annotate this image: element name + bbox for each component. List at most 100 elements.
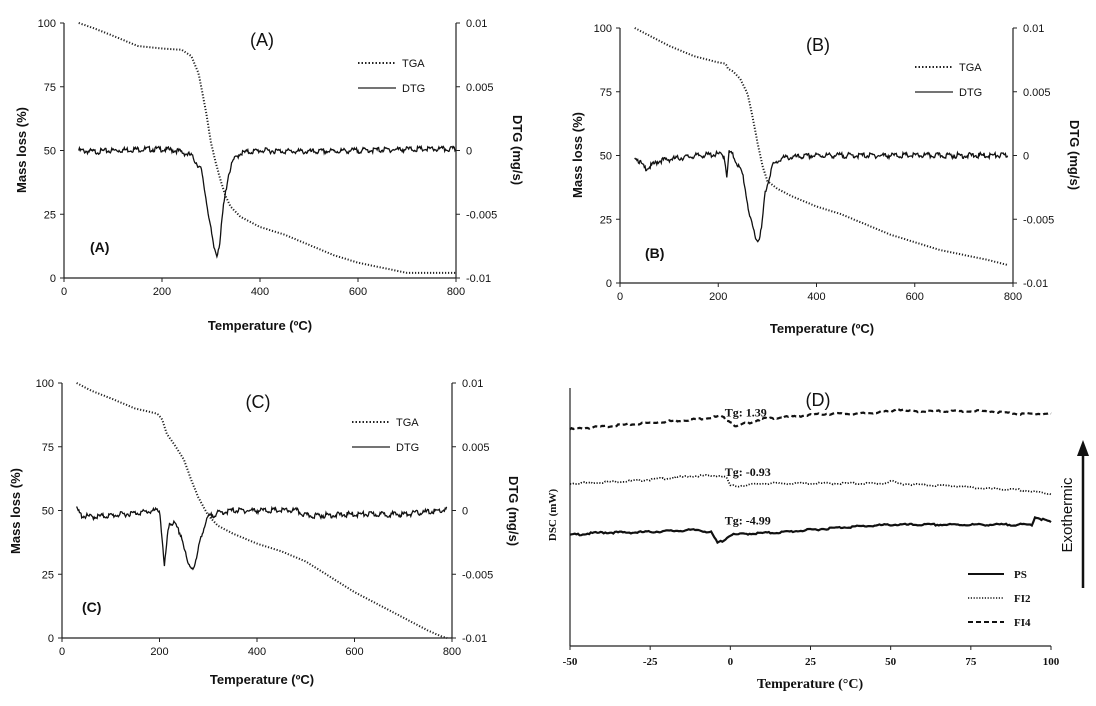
- panel-c-y2-tick-label: 0: [462, 506, 468, 518]
- panel-d-x-tick-label: 75: [965, 656, 977, 668]
- legend-ps-label: PS: [1014, 569, 1027, 581]
- panel-c-y2-tick-label: 0.005: [462, 442, 490, 454]
- panel-d-fi2-line: [569, 474, 1052, 496]
- panel-b-y-tick-label: 100: [594, 23, 612, 35]
- panel-b-x-tick-label: 800: [1004, 291, 1022, 303]
- panel-c-y-tick-label: 0: [48, 633, 54, 645]
- panel-d-plot: -50 -25 0 25 50 75 100 Tg: 1.39 Tg: -0.93 Tg: -4.…: [563, 388, 1060, 668]
- panel-a-ylabel: Mass loss (%): [14, 107, 29, 193]
- panel-c-y-tick-label: 75: [42, 442, 54, 454]
- legend-dtg-label: DTG: [396, 442, 419, 454]
- panel-c-y-tick-label: 25: [42, 569, 54, 581]
- legend-dtg-label: DTG: [402, 83, 425, 95]
- panel-c-x-tick-label: 600: [345, 646, 363, 658]
- panel-b-y2-tick-label: -0.005: [1023, 214, 1054, 226]
- panel-b-y-tick-label: 50: [600, 151, 612, 163]
- exothermic-indicator: Exothermic: [1059, 440, 1089, 588]
- panel-c-legend: TGA DTG: [352, 417, 419, 454]
- panel-c-x-tick-label: 200: [150, 646, 168, 658]
- panel-a-y2-tick-label: -0.005: [466, 209, 497, 221]
- panel-a-y2-tick-label: 0.01: [466, 18, 487, 30]
- panel-d-x-tick-label: 100: [1043, 656, 1060, 668]
- panel-b-dtg-line: [634, 149, 1009, 243]
- panel-d-fi4-line: [569, 407, 1052, 431]
- panel-c: (C) Mass loss (%) DTG (mg/s) Temperature…: [8, 378, 521, 687]
- panel-d-title: (D): [806, 390, 831, 410]
- panel-b-inner-label: (B): [645, 245, 664, 261]
- panel-a-y2-tick-label: -0.01: [466, 273, 491, 285]
- panel-b-y2-tick-label: 0.005: [1023, 87, 1051, 99]
- panel-a-x-tick-label: 800: [447, 286, 465, 298]
- panel-b-y-tick-label: 0: [606, 278, 612, 290]
- panel-a-x-tick-label: 400: [251, 286, 269, 298]
- panel-c-y2-tick-label: -0.01: [462, 633, 487, 645]
- panel-a-x-tick-label: 0: [61, 286, 67, 298]
- panel-d-tg-annotation: Tg: -4.99: [725, 514, 771, 528]
- legend-dtg-label: DTG: [959, 87, 982, 99]
- panel-c-title: (C): [246, 392, 271, 412]
- panel-a-title: (A): [250, 30, 274, 50]
- panel-a-y-tick-label: 100: [38, 18, 56, 30]
- panel-a-legend: TGA DTG: [358, 58, 425, 95]
- panel-b-legend: TGA DTG: [915, 62, 982, 99]
- panel-c-plot: 0 200 400 600 800 0 25 50 75 100 -0.01 -0.005 0 0.005…: [36, 378, 494, 658]
- panel-d-xlabel: Temperature (°C): [757, 677, 864, 692]
- panel-b-x-tick-label: 400: [807, 291, 825, 303]
- panel-d-x-tick-label: -25: [643, 656, 658, 668]
- panel-a-y2-tick-label: 0: [466, 146, 472, 158]
- panel-a-y-tick-label: 50: [44, 146, 56, 158]
- panel-b-y2label: DTG (mg/s): [1067, 120, 1082, 190]
- panel-c-y2-tick-label: 0.01: [462, 378, 483, 390]
- panel-b-y-tick-label: 75: [600, 87, 612, 99]
- panel-b-y2-tick-label: -0.01: [1023, 278, 1048, 290]
- panel-b-y-tick-label: 25: [600, 214, 612, 226]
- panel-c-xlabel: Temperature (ºC): [210, 672, 314, 687]
- panel-b-tga-line: [634, 27, 1009, 267]
- panel-b-x-tick-label: 0: [617, 291, 623, 303]
- panel-d-x-tick-label: 25: [805, 656, 817, 668]
- legend-tga-label: TGA: [959, 62, 982, 74]
- panel-b-xlabel: Temperature (ºC): [770, 321, 874, 336]
- panel-a-x-tick-label: 600: [349, 286, 367, 298]
- panel-c-y-tick-label: 100: [36, 378, 54, 390]
- panel-a-y-tick-label: 75: [44, 82, 56, 94]
- panel-c-y-tick-label: 50: [42, 506, 54, 518]
- panel-c-ylabel: Mass loss (%): [8, 468, 23, 554]
- panel-a-y-tick-label: 25: [44, 209, 56, 221]
- panel-b-y2-tick-label: 0: [1023, 151, 1029, 163]
- panel-c-x-tick-label: 400: [248, 646, 266, 658]
- panel-d-x-tick-label: 50: [885, 656, 897, 668]
- panel-b-title: (B): [806, 35, 830, 55]
- panel-c-x-tick-label: 800: [443, 646, 461, 658]
- panel-a-tga-line: [78, 22, 456, 274]
- panel-d-x-tick-label: 0: [728, 656, 734, 668]
- panel-d-legend: PS FI2 FI4: [968, 569, 1031, 629]
- panel-b-x-tick-label: 200: [709, 291, 727, 303]
- panel-a-y-tick-label: 0: [50, 273, 56, 285]
- panel-a-y2label: DTG (mg/s): [510, 115, 525, 185]
- panel-d-tg-annotation: Tg: 1.39: [725, 406, 767, 420]
- panel-c-y2-tick-label: -0.005: [462, 569, 493, 581]
- panel-a-xlabel: Temperature (ºC): [208, 318, 312, 333]
- panel-a: (A) Mass loss (%) DTG (mg/s) Temperature…: [14, 18, 525, 333]
- panel-a-dtg-line: [78, 144, 457, 259]
- panel-a-x-tick-label: 200: [153, 286, 171, 298]
- panel-a-plot: 0 200 400 600 800 0 25 50 75 100 -0.01 -0.005 0 0.005…: [38, 18, 498, 298]
- panel-d-x-tick-label: -50: [563, 656, 578, 668]
- panel-d-ps-line: [569, 515, 1052, 545]
- panel-d-tg-annotation: Tg: -0.93: [725, 465, 771, 479]
- exothermic-label: Exothermic: [1059, 477, 1076, 553]
- legend-fi4-label: FI4: [1014, 617, 1031, 629]
- panel-a-y2-tick-label: 0.005: [466, 82, 494, 94]
- panel-d: (D) DSC (mW) Temperature (°C) Exothermic…: [547, 388, 1089, 692]
- panel-b: (B) Mass loss (%) DTG (mg/s) Temperature…: [570, 23, 1082, 336]
- panel-c-dtg-line: [76, 505, 448, 571]
- legend-fi2-label: FI2: [1014, 593, 1031, 605]
- panel-b-x-tick-label: 600: [906, 291, 924, 303]
- panel-c-x-tick-label: 0: [59, 646, 65, 658]
- panel-d-ylabel: DSC (mW): [547, 489, 559, 542]
- panel-c-tga-line: [76, 382, 448, 639]
- up-arrow-icon: [1077, 440, 1089, 456]
- panel-c-y2label: DTG (mg/s): [506, 476, 521, 546]
